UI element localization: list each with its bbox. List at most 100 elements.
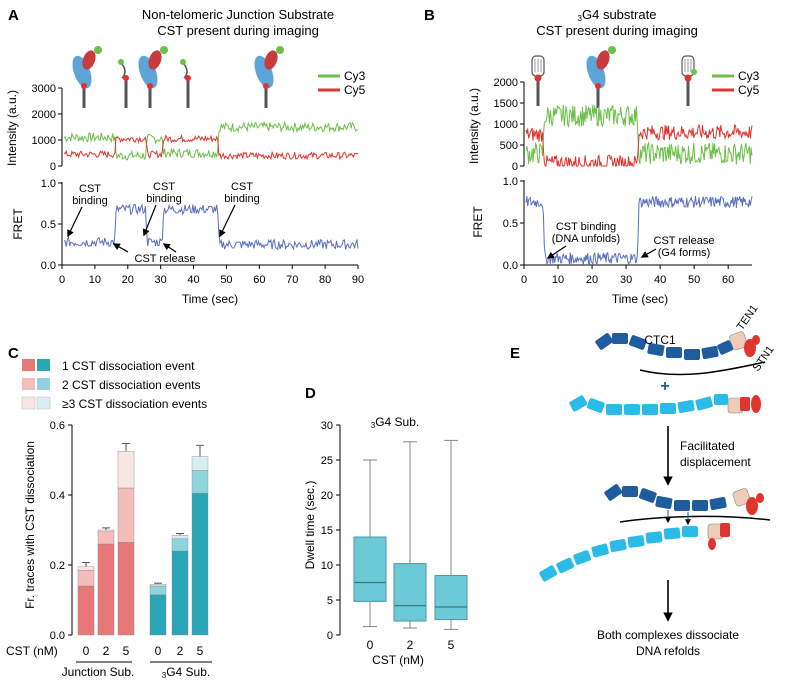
y-tick-label: 25: [321, 455, 333, 467]
tick-label: 0.5: [503, 218, 518, 230]
bar-segment: [171, 535, 189, 539]
panel-a-intensity-axes: 3000 2000 1000 0 Intensity (a.u.): [5, 83, 63, 173]
panel-d-ylabel: Dwell time (sec.): [303, 481, 317, 570]
x-tick-label: 80: [319, 274, 331, 286]
x-tick-label: 5: [123, 644, 130, 658]
bar-segment: [77, 566, 95, 571]
bar-segment: [97, 543, 115, 636]
x-tick-label: 2: [407, 638, 414, 652]
y-tick-label: 15: [321, 525, 333, 537]
panel-d-title: 3G4 Sub.: [371, 415, 419, 430]
legend-cy3-label: Cy3: [344, 69, 366, 83]
annotation-text: CST: [231, 181, 253, 193]
arrow: [640, 248, 657, 258]
legend-cy3-label: Cy3: [738, 69, 760, 83]
panel-e: E CTC1 TEN1 STN1 +: [510, 303, 777, 658]
panel-d-xlabel: CST (nM): [372, 653, 424, 667]
cy5-trace: [525, 123, 753, 168]
x-tick-label: 5: [448, 638, 455, 652]
annotation-text: binding: [146, 193, 181, 205]
panel-b-title-line1: 3G4 substrate: [578, 7, 657, 23]
bar-segment: [149, 594, 167, 636]
panel-e-letter: E: [510, 345, 520, 362]
annotation-text: CST: [79, 183, 101, 195]
arrow: [67, 206, 83, 238]
bar-segment: [97, 531, 115, 545]
arrow: [142, 204, 157, 237]
tick-label: 3000: [32, 83, 56, 95]
arrow: [546, 245, 567, 259]
box: [434, 575, 468, 621]
panel-b-cartoons: [531, 46, 697, 108]
bar-segment: [97, 529, 115, 532]
x-tick-label: 0: [83, 644, 90, 658]
y-tick-label: 0.2: [50, 560, 65, 572]
panel-b-intensity-ylabel: Intensity (a.u.): [467, 88, 481, 164]
panel-b-letter: B: [424, 7, 435, 24]
x-tick-label: 50: [688, 274, 700, 286]
panel-b-fret-ylabel: FRET: [471, 206, 485, 238]
panel-b-fret-axes: 1.0 0.5 0.0 FRET 0 10 20 30 40 50 60 Time (sec…: [471, 176, 752, 306]
x-tick-label: 90: [352, 274, 364, 286]
panel-a-cartoons: [72, 46, 284, 108]
panel-a-letter: A: [8, 7, 19, 24]
box: [393, 563, 427, 622]
y-tick-label: 30: [321, 420, 333, 432]
x-tick-label: 10: [552, 274, 564, 286]
x-tick-label: 60: [722, 274, 734, 286]
x-tick-label: 20: [586, 274, 598, 286]
y-tick-label: 20: [321, 490, 333, 502]
cy3-trace: [63, 120, 359, 161]
panel-b-annotations: CST binding (DNA unfolds) CST release (G…: [546, 221, 715, 259]
annotation-text: binding: [72, 195, 107, 207]
ctc1-complex-light: [569, 394, 761, 415]
annotation-text: (DNA unfolds): [552, 233, 620, 245]
final-label-line1: Both complexes dissociate: [597, 628, 739, 642]
x-tick-label: 40: [187, 274, 199, 286]
tick-label: 1000: [494, 119, 518, 131]
x-tick-label: 10: [89, 274, 101, 286]
legend-swatch: [37, 359, 50, 371]
panel-c-letter: C: [8, 345, 19, 362]
x-tick-label: 20: [122, 274, 134, 286]
y-tick-label: 0: [327, 630, 333, 642]
bar-segment: [77, 570, 95, 587]
bar-segment: [149, 585, 167, 595]
panel-d-letter: D: [305, 385, 316, 402]
bar-segment: [117, 487, 135, 543]
group-label-junction: Junction Sub.: [62, 665, 135, 679]
bar-segment: [149, 584, 167, 587]
tick-label: 1500: [494, 98, 518, 110]
annotation-text: CST release: [654, 235, 715, 247]
x-tick-label: 0: [367, 638, 374, 652]
panel-a-xlabel: Time (sec): [182, 292, 238, 306]
arrow: [162, 243, 177, 253]
tick-label: 2000: [494, 77, 518, 89]
y-tick-label: 5: [327, 595, 333, 607]
panel-b-legend: Cy3 Cy5: [712, 69, 760, 97]
bar-segment: [171, 550, 189, 636]
panel-a-annotations: CST binding CST binding CST binding CST …: [67, 181, 260, 265]
panel-b: B 3G4 substrate CST present during imagi…: [424, 7, 760, 306]
tick-label: 1.0: [503, 176, 518, 188]
annotation-text: CST release: [135, 253, 196, 265]
x-tick-label: 0: [155, 644, 162, 658]
ctc1-complex-top: CTC1 TEN1 STN1: [595, 303, 777, 376]
tick-label: 2000: [32, 109, 56, 121]
panel-a-intensity-ylabel: Intensity (a.u.): [5, 90, 19, 166]
legend-swatch: [36, 396, 51, 410]
x-tick-label: 2: [177, 644, 184, 658]
box: [353, 536, 387, 602]
legend-label: 2 CST dissociation events: [62, 378, 201, 392]
cy5-trace: [63, 133, 359, 161]
ctc1-label: CTC1: [644, 333, 676, 347]
x-tick-label: 50: [220, 274, 232, 286]
panel-a-legend: Cy3 Cy5: [318, 69, 366, 97]
legend-swatch: [21, 396, 36, 410]
panel-c-ylabel: Fr. traces with CST dissociation: [23, 441, 37, 609]
panel-c-legend: 1 CST dissociation event 2 CST dissociat…: [21, 359, 207, 411]
annotation-text: (G4 forms): [658, 247, 711, 259]
